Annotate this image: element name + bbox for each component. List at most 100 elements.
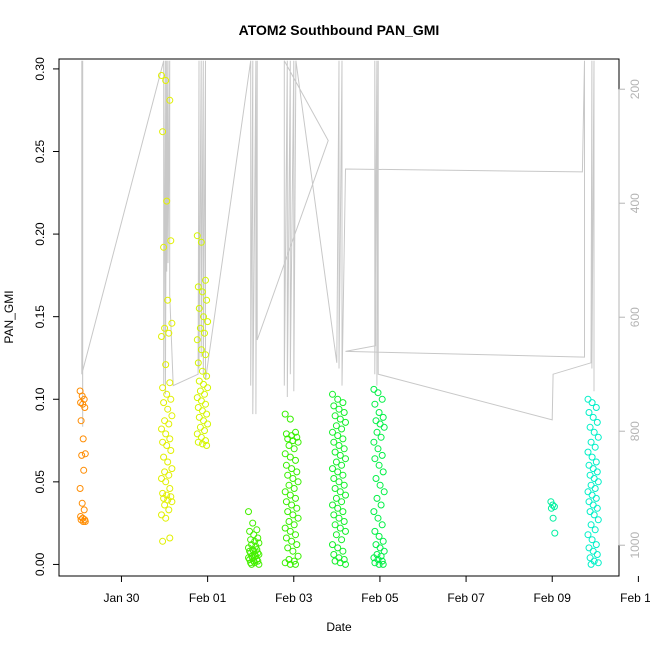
data-point <box>375 461 383 469</box>
data-point <box>378 395 386 403</box>
data-point <box>371 400 379 408</box>
data-point <box>247 536 255 544</box>
data-point <box>288 465 296 473</box>
data-point <box>286 453 294 461</box>
data-point <box>290 445 298 453</box>
data-point <box>165 506 173 514</box>
data-point <box>163 442 171 449</box>
data-point <box>547 498 555 506</box>
data-point <box>284 471 292 479</box>
y-tick-label: 0.25 <box>33 139 47 163</box>
data-point <box>340 481 348 489</box>
data-point <box>593 504 601 512</box>
x-tick-label: Jan 30 <box>103 591 139 605</box>
data-point <box>378 521 386 529</box>
data-point <box>551 529 559 537</box>
data-point <box>158 425 165 433</box>
data-point <box>293 468 301 476</box>
data-point <box>370 554 378 562</box>
data-point <box>329 465 336 473</box>
series-feb11 <box>584 395 602 568</box>
y-tick-label: 0.00 <box>33 552 47 576</box>
data-point <box>162 77 170 84</box>
y2-tick-label: 1000 <box>628 532 642 559</box>
data-point <box>585 498 593 506</box>
data-point <box>593 418 601 426</box>
data-point <box>375 560 383 568</box>
data-point <box>158 511 165 519</box>
data-point <box>330 438 338 446</box>
data-point <box>334 432 342 440</box>
data-point <box>248 560 256 568</box>
x-axis-label: Date <box>326 620 352 634</box>
data-point <box>81 518 89 525</box>
data-point <box>380 488 388 496</box>
data-point <box>286 527 294 535</box>
data-point <box>584 531 592 539</box>
data-point <box>160 453 168 461</box>
data-point <box>584 448 592 456</box>
data-point <box>166 379 174 387</box>
data-point <box>374 389 382 397</box>
data-point <box>281 410 289 418</box>
data-point <box>289 547 297 555</box>
y2-tick-label: 800 <box>628 421 642 441</box>
data-point <box>371 455 379 463</box>
data-point <box>370 508 378 516</box>
data-point <box>166 96 174 104</box>
data-point <box>594 559 602 567</box>
series-feb01 <box>158 72 176 545</box>
data-point <box>329 390 336 398</box>
data-point <box>591 526 599 534</box>
data-point <box>549 501 557 509</box>
data-point <box>77 399 85 407</box>
data-point <box>196 324 204 332</box>
data-point <box>165 329 173 337</box>
data-point <box>281 488 289 496</box>
data-point <box>198 407 206 415</box>
data-point <box>594 516 602 524</box>
data-point <box>336 415 344 423</box>
data-point <box>160 243 168 251</box>
data-point <box>284 544 292 552</box>
data-point <box>370 438 378 446</box>
data-point <box>202 276 209 284</box>
data-point <box>338 536 346 544</box>
data-point <box>166 435 174 443</box>
data-point <box>340 445 348 453</box>
data-point <box>339 435 347 443</box>
data-point <box>292 494 299 502</box>
data-point <box>293 504 301 512</box>
y2-axis: 200 400 600 800 1000 <box>618 79 642 559</box>
data-point <box>588 536 596 544</box>
data-point <box>164 405 172 413</box>
data-point <box>162 478 170 486</box>
data-point <box>380 547 388 555</box>
data-point <box>375 409 383 416</box>
data-point <box>374 514 382 522</box>
data-point <box>380 423 388 431</box>
data-point <box>164 458 172 466</box>
data-point <box>194 283 202 291</box>
data-point <box>585 544 593 552</box>
data-point <box>162 361 170 369</box>
data-point <box>286 560 294 568</box>
data-point <box>329 428 336 436</box>
data-point <box>335 405 343 413</box>
data-point <box>166 485 174 492</box>
data-point <box>165 420 173 428</box>
data-point <box>547 504 555 512</box>
data-point <box>286 491 294 499</box>
data-point <box>79 518 87 525</box>
data-point <box>338 498 346 506</box>
x-tick-label: Feb 11 <box>620 591 650 605</box>
data-point <box>338 425 346 433</box>
series-feb01b <box>193 232 212 449</box>
x-tick-label: Feb 07 <box>447 591 485 605</box>
data-point <box>203 410 211 418</box>
series-feb04 <box>281 410 302 568</box>
y-tick-label: 0.30 <box>33 57 47 81</box>
y-tick-label: 0.10 <box>33 387 47 411</box>
data-point <box>204 318 212 326</box>
